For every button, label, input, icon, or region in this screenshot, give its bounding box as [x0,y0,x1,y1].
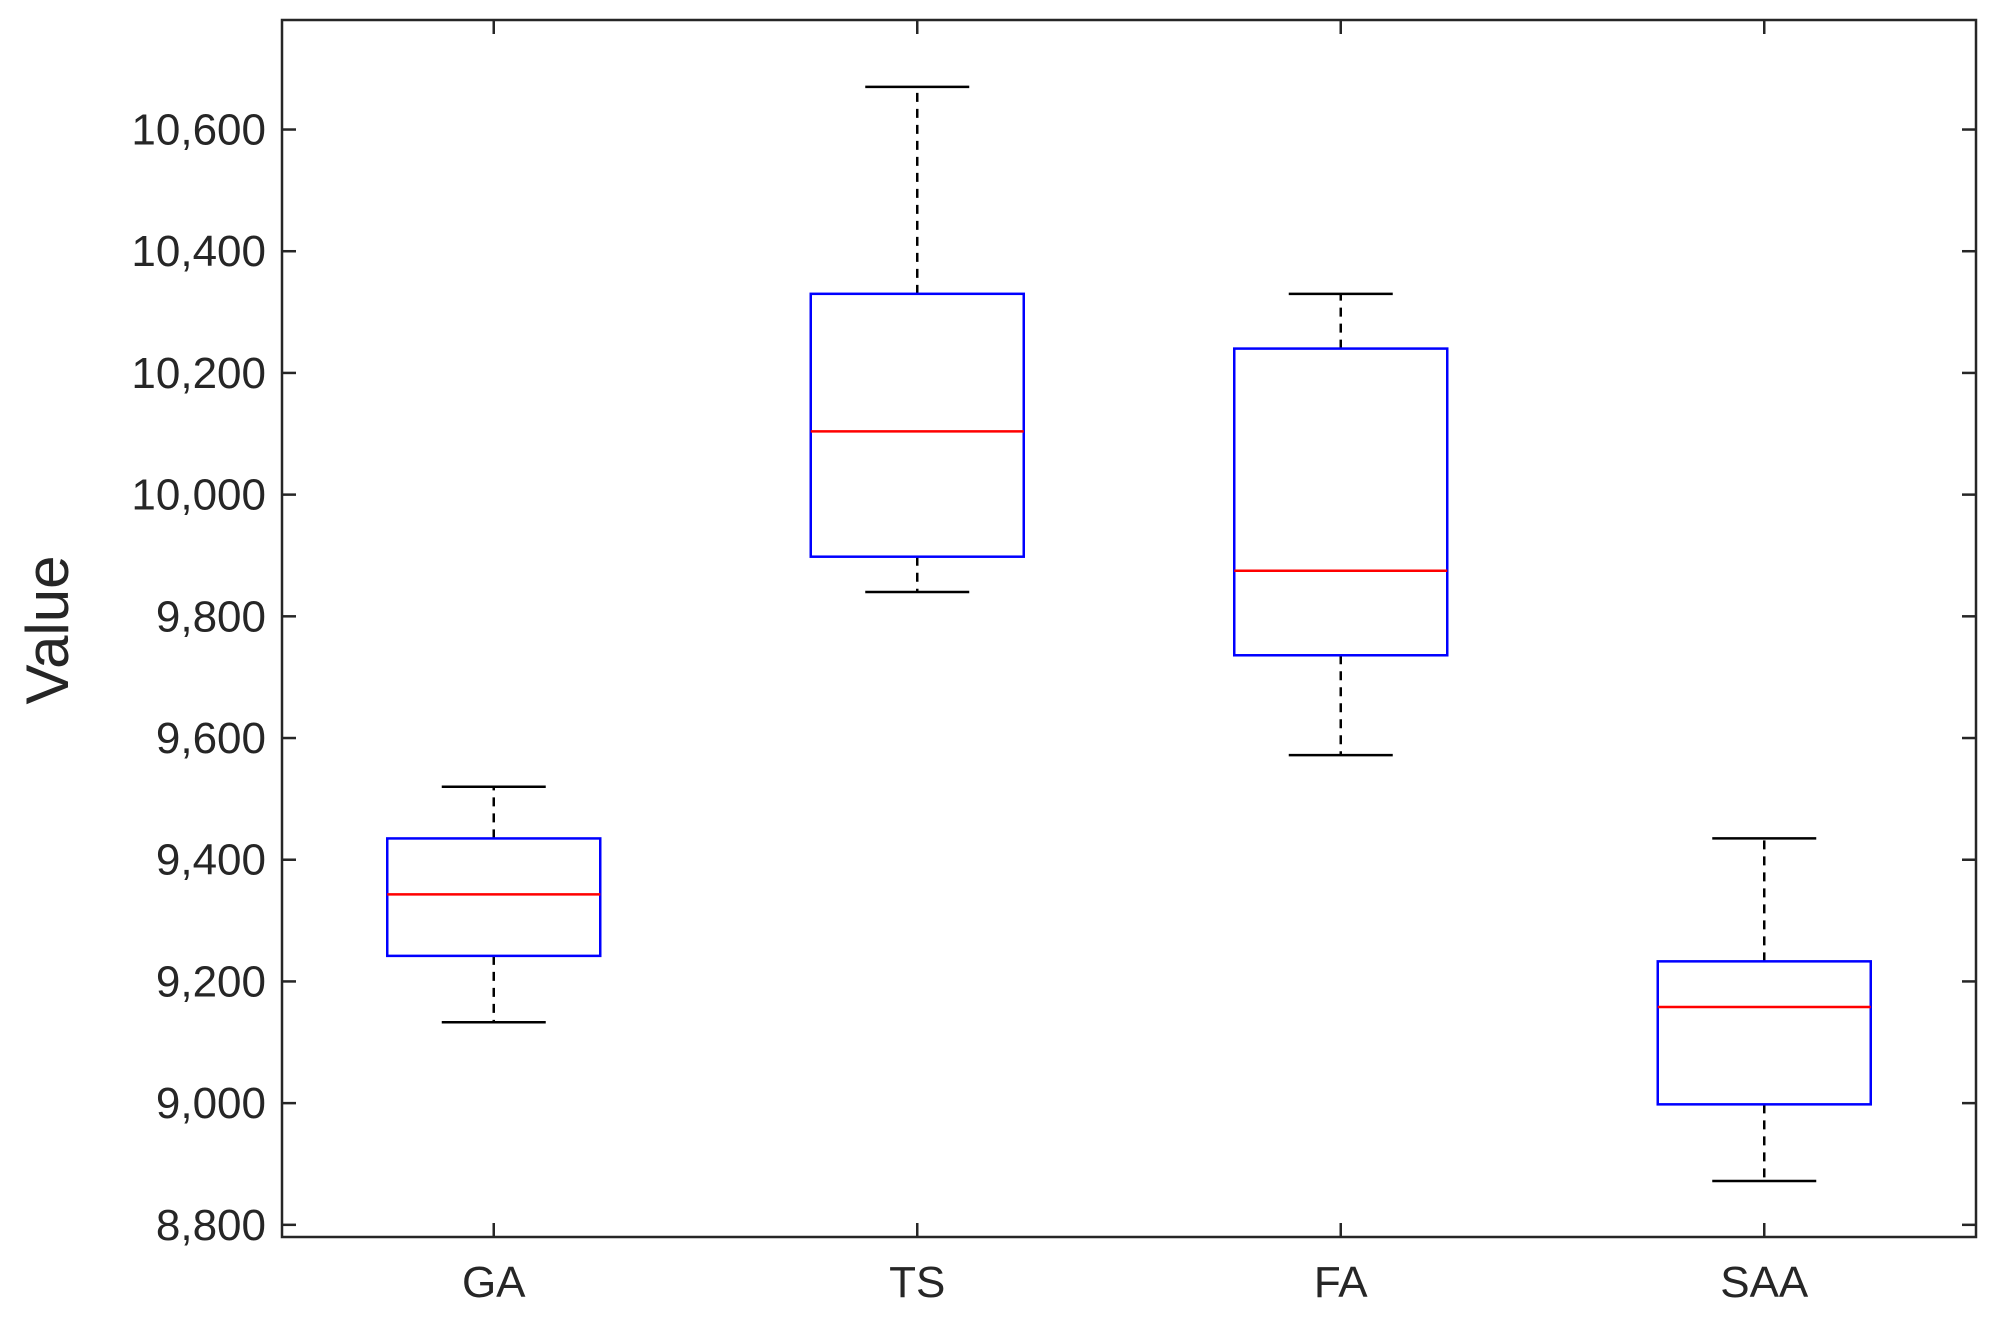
y-tick-label: 9,000 [156,1079,266,1128]
box-ts [809,85,1025,594]
y-axis-title: Value [14,555,81,704]
y-tick-label: 10,400 [131,227,266,276]
y-tick-label: 9,400 [156,836,266,885]
iqr-box [386,837,602,958]
box-saa [1656,837,1872,1183]
iqr-box [1233,347,1449,657]
y-tick-label: 9,800 [156,592,266,641]
x-tick-label: SAA [1720,1258,1809,1307]
y-tick-label: 10,600 [131,106,266,155]
plot-frame [280,18,1978,1239]
box-fa [1233,292,1449,757]
box-ga [386,785,602,1024]
x-ticks: GA TS FA SAA [462,20,1809,1307]
x-tick-label: FA [1314,1258,1368,1307]
iqr-box [809,292,1025,558]
x-tick-label: GA [462,1258,526,1307]
y-tick-label: 8,800 [156,1201,266,1250]
iqr-box [1656,960,1872,1106]
y-tick-label: 9,600 [156,714,266,763]
y-tick-label: 10,000 [131,471,266,520]
axes [280,18,1978,1239]
y-tick-label: 9,200 [156,957,266,1006]
y-ticks: 8,800 9,000 9,200 9,400 9,600 9,800 10,000 10,2… [131,106,1976,1250]
y-tick-label: 10,200 [131,349,266,398]
boxes [386,85,1872,1183]
x-tick-label: TS [889,1258,945,1307]
